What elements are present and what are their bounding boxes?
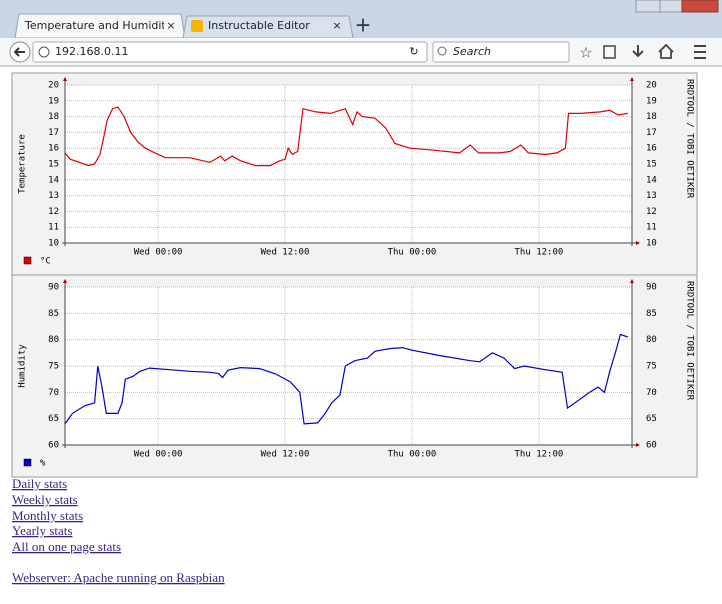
- y-tick-label-right: 10: [646, 239, 657, 249]
- y-tick-label-right: 11: [646, 223, 657, 233]
- data-line: [64, 333, 628, 425]
- y-tick-label-right: 65: [646, 414, 657, 424]
- axis-arrow: [63, 77, 67, 81]
- search-icon: [437, 46, 447, 56]
- tab-icon: [191, 20, 203, 32]
- watermark: RRDTOOL / TOBI OETIKER: [685, 281, 695, 401]
- y-tick-label-right: 16: [646, 144, 657, 154]
- y-tick-label-right: 70: [646, 388, 657, 398]
- y-tick-label: 12: [48, 207, 59, 217]
- y-tick-label: 17: [48, 128, 59, 138]
- y-tick-label-right: 85: [646, 309, 657, 319]
- stats-link[interactable]: Yearly stats: [12, 523, 72, 538]
- y-tick-label: 19: [48, 96, 59, 106]
- y-tick-label-right: 17: [646, 128, 657, 138]
- bookmark-button[interactable]: ☆: [579, 44, 592, 62]
- stats-link[interactable]: All on one page stats: [12, 539, 121, 554]
- y-tick-label: 11: [48, 223, 59, 233]
- y-tick-label-right: 60: [646, 441, 657, 451]
- stats-link[interactable]: Webserver: Apache running on Raspbian: [12, 570, 225, 585]
- y-tick-label: 18: [48, 112, 59, 122]
- plot-area: [65, 287, 632, 445]
- legend-swatch: [23, 256, 32, 265]
- data-line: [64, 106, 628, 167]
- y-tick-label: 14: [48, 175, 59, 185]
- y-tick-label-right: 12: [646, 207, 657, 217]
- y-tick-label: 13: [48, 191, 59, 201]
- charts: 10 10 11 11 12 12 13 13 14 14 15 15 16 16 17 17 18 18 19 19…: [11, 72, 698, 478]
- x-tick-label: Thu 00:00: [388, 248, 437, 258]
- axis-arrow: [63, 279, 67, 283]
- tab-title: Instructable Editor: [208, 19, 310, 32]
- watermark: RRDTOOL / TOBI OETIKER: [685, 79, 695, 199]
- y-tick-label: 16: [48, 144, 59, 154]
- y-tick-label-right: 20: [646, 81, 657, 91]
- reading-list-button[interactable]: [603, 45, 616, 59]
- stats-link[interactable]: Weekly stats: [12, 492, 78, 507]
- y-tick-label: 75: [48, 362, 59, 372]
- tab-close[interactable]: ×: [332, 19, 341, 32]
- y-tick-label: 20: [48, 81, 59, 91]
- back-arrow: [13, 47, 25, 57]
- y-tick-label-right: 19: [646, 96, 657, 106]
- x-tick-label: Wed 12:00: [261, 450, 310, 460]
- url-bar[interactable]: [32, 41, 428, 63]
- y-tick-label: 15: [48, 160, 59, 170]
- y-tick-label-right: 14: [646, 175, 657, 185]
- minimize-button[interactable]: [635, 0, 661, 13]
- x-tick-label: Thu 00:00: [388, 450, 437, 460]
- y-tick-label-right: 75: [646, 362, 657, 372]
- x-tick-label: Wed 00:00: [134, 450, 183, 460]
- legend-label: °C: [40, 257, 51, 267]
- x-tick-label: Wed 12:00: [261, 248, 310, 258]
- axis-arrow: [636, 241, 640, 245]
- y-tick-label-right: 13: [646, 191, 657, 201]
- y-tick-label: 60: [48, 441, 59, 451]
- x-tick-label: Thu 12:00: [515, 450, 564, 460]
- close-button[interactable]: [681, 0, 719, 13]
- reload-button[interactable]: ↻: [409, 45, 418, 58]
- y-tick-label: 70: [48, 388, 59, 398]
- x-tick-label: Thu 12:00: [515, 248, 564, 258]
- axis-arrow: [630, 77, 634, 81]
- y-tick-label-right: 18: [646, 112, 657, 122]
- new-tab-button[interactable]: +: [355, 13, 372, 37]
- download-button[interactable]: [632, 45, 644, 58]
- axis-arrow: [630, 279, 634, 283]
- y-tick-label: 90: [48, 283, 59, 293]
- tab-close[interactable]: ×: [166, 19, 175, 32]
- tab-title: Temperature and Humidity Grap: [24, 19, 203, 32]
- x-tick-label: Wed 00:00: [134, 248, 183, 258]
- plot-area: [65, 85, 632, 243]
- maximize-button[interactable]: [659, 0, 683, 13]
- axis-arrow: [636, 443, 640, 447]
- url-text: 192.168.0.11: [55, 45, 128, 58]
- stats-link[interactable]: Monthly stats: [12, 508, 83, 523]
- y-tick-label-right: 90: [646, 283, 657, 293]
- y-axis-label: Humidity: [18, 344, 28, 388]
- legend-label: %: [40, 459, 46, 469]
- legend-swatch: [23, 458, 32, 467]
- y-tick-label-right: 15: [646, 160, 657, 170]
- info-icon: [38, 46, 50, 58]
- y-tick-label: 80: [48, 335, 59, 345]
- search-placeholder: Search: [453, 45, 491, 58]
- y-axis-label: Temperature: [18, 134, 28, 194]
- search-bar[interactable]: [432, 41, 570, 63]
- y-tick-label: 85: [48, 309, 59, 319]
- y-tick-label-right: 80: [646, 335, 657, 345]
- y-tick-label: 10: [48, 239, 59, 249]
- y-tick-label: 65: [48, 414, 59, 424]
- menu-button[interactable]: [694, 45, 706, 59]
- home-button[interactable]: [658, 43, 674, 59]
- stats-link[interactable]: Daily stats: [12, 476, 67, 491]
